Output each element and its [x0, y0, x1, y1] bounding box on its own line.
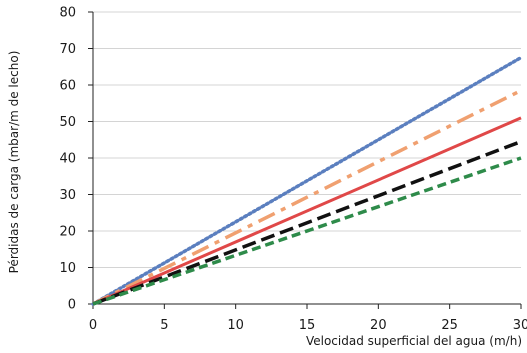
series-line-4-long-dash [92, 139, 522, 306]
y-tick-label: 60 [59, 79, 76, 94]
grid-lines [93, 11, 521, 268]
axes [88, 11, 522, 309]
x-tick-label: 10 [227, 318, 244, 333]
y-tick-label: 20 [59, 225, 76, 240]
x-axis-label: Velocidad superficial del agua (m/h) [306, 334, 522, 348]
x-tick-labels: 0 5 10 15 20 25 30 [89, 318, 527, 333]
y-tick-labels: 0 10 20 30 40 50 60 70 80 [59, 6, 76, 313]
series-line-1-dotted [91, 55, 523, 306]
x-tick-label: 0 [89, 318, 97, 333]
y-tick-label: 10 [59, 261, 76, 276]
y-tick-label: 40 [59, 152, 76, 167]
y-axis-label: Pérdidas de carga (mbar/m de lecho) [7, 51, 21, 274]
y-tick-label: 50 [59, 115, 76, 130]
x-tick-label: 20 [370, 318, 387, 333]
x-tick-label: 30 [513, 318, 527, 333]
y-tick-label: 30 [59, 188, 76, 203]
x-tick-label: 5 [160, 318, 168, 333]
series-line-2-dash-dot [92, 88, 522, 306]
y-tick-label: 70 [59, 42, 76, 57]
x-tick-label: 15 [299, 318, 316, 333]
y-tick-label: 0 [68, 298, 76, 313]
x-tick-label: 25 [441, 318, 458, 333]
series-lines [91, 55, 523, 306]
y-tick-label: 80 [59, 6, 76, 21]
series-line-5-short-dash [92, 156, 522, 306]
series-line-3-solid [92, 116, 522, 306]
